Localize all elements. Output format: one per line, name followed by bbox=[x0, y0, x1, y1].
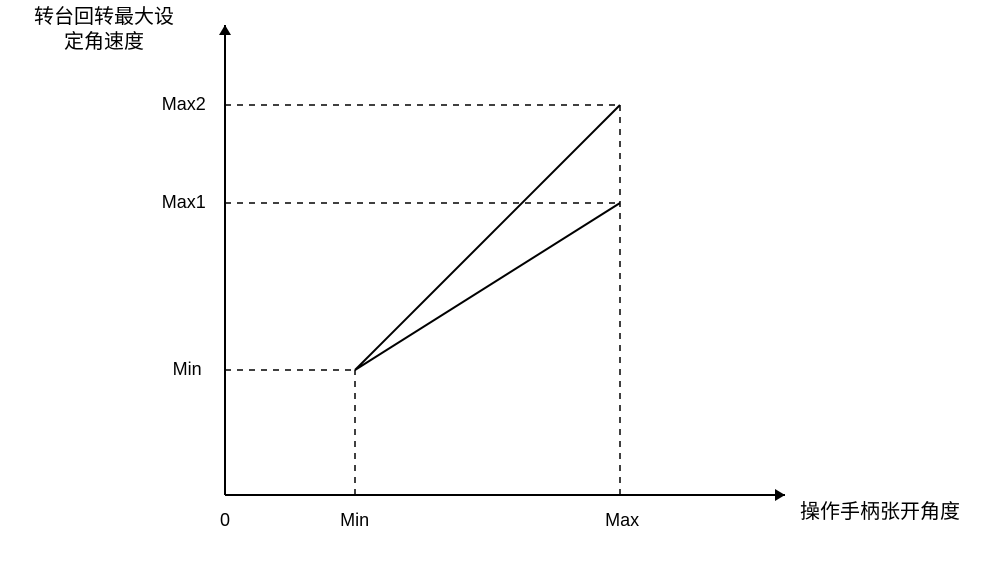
y-tick-max1: Max1 bbox=[162, 192, 206, 213]
y-tick-max2: Max2 bbox=[162, 94, 206, 115]
x-tick-max: Max bbox=[605, 510, 639, 531]
series-curve1 bbox=[355, 203, 620, 370]
y-axis-arrow bbox=[219, 25, 231, 35]
line-chart bbox=[0, 0, 1000, 566]
y-tick-min: Min bbox=[173, 359, 202, 380]
x-tick-zero: 0 bbox=[220, 510, 230, 531]
x-axis-arrow bbox=[775, 489, 785, 501]
series-curve2 bbox=[355, 105, 620, 370]
y-axis-label: 转台回转最大设 定角速度 bbox=[34, 5, 174, 55]
x-axis-label: 操作手柄张开角度 bbox=[800, 500, 960, 525]
x-tick-min: Min bbox=[340, 510, 369, 531]
